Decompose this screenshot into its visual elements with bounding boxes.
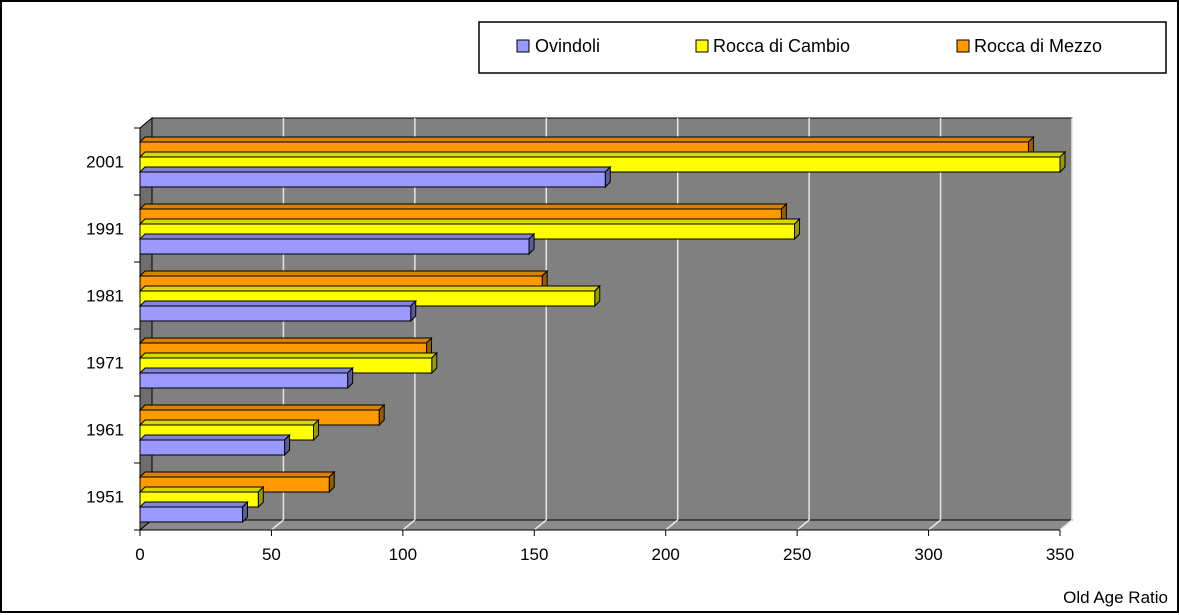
bar-ovindoli-1981-front bbox=[139, 305, 412, 322]
bar-rocca-di-cambio-2001-top bbox=[138, 151, 1067, 158]
bar-ovindoli-2001 bbox=[138, 165, 612, 189]
x-tick-label: 200 bbox=[652, 545, 680, 564]
gridline-floor bbox=[1059, 519, 1073, 531]
legend: Ovindoli Rocca di Cambio Rocca di Mezzo bbox=[478, 21, 1167, 74]
bar-rocca-di-cambio-1991-top bbox=[138, 218, 801, 225]
gridline-floor bbox=[665, 519, 679, 531]
bar-ovindoli-1971 bbox=[138, 366, 354, 390]
bar-ovindoli-1991-front bbox=[139, 238, 530, 255]
legend-label-ovindoli: Ovindoli bbox=[535, 36, 600, 56]
bar-ovindoli-1971-front bbox=[139, 372, 349, 389]
gridline-floor bbox=[533, 519, 547, 531]
x-tick-label: 100 bbox=[389, 545, 417, 564]
bar-rocca-di-cambio-1951-top bbox=[138, 486, 265, 493]
gridline-floor bbox=[796, 519, 810, 531]
x-tick-label: 350 bbox=[1046, 545, 1074, 564]
bar-rocca-di-cambio-1981-top bbox=[138, 285, 601, 292]
bar-rocca-di-mezzo-1991-top bbox=[138, 203, 788, 210]
gridline-floor bbox=[402, 519, 416, 531]
y-category-label-1991: 1991 bbox=[86, 220, 124, 239]
bar-ovindoli-1951-front bbox=[139, 506, 244, 523]
bar-rocca-di-mezzo-1971-top bbox=[138, 337, 433, 344]
y-category-label-1981: 1981 bbox=[86, 287, 124, 306]
bar-rocca-di-mezzo-2001-top bbox=[138, 136, 1035, 143]
y-category-label-1961: 1961 bbox=[86, 421, 124, 440]
y-category-label-1951: 1951 bbox=[86, 488, 124, 507]
bar-ovindoli-1981-top bbox=[138, 300, 417, 307]
bar-ovindoli-2001-top bbox=[138, 166, 612, 173]
bar-ovindoli-1961-top bbox=[138, 434, 291, 441]
legend-label-rocca-di-cambio: Rocca di Cambio bbox=[713, 36, 850, 56]
axes-group: 0 50 100 150 200 250 300 350 1951 1961 1971 1981 199… bbox=[86, 127, 1074, 564]
plot-floor bbox=[138, 519, 1074, 531]
gridline-floor bbox=[270, 519, 284, 531]
legend-swatch-rocca-di-mezzo bbox=[956, 39, 970, 53]
x-tick-label: 300 bbox=[914, 545, 942, 564]
bar-rocca-di-mezzo-1981-top bbox=[138, 270, 549, 277]
x-tick-label: 50 bbox=[262, 545, 281, 564]
y-category-label-2001: 2001 bbox=[86, 153, 124, 172]
legend-label-rocca-di-mezzo: Rocca di Mezzo bbox=[974, 36, 1102, 56]
bar-ovindoli-1961-front bbox=[139, 439, 286, 456]
bar-ovindoli-1961 bbox=[138, 433, 291, 457]
x-tick-label: 0 bbox=[135, 545, 144, 564]
x-axis-title: Old Age Ratio bbox=[1063, 588, 1168, 607]
bar-ovindoli-1971-top bbox=[138, 367, 354, 374]
legend-box bbox=[478, 21, 1167, 74]
x-tick-label: 150 bbox=[520, 545, 548, 564]
bar-ovindoli-1991 bbox=[138, 232, 536, 256]
legend-swatch-ovindoli bbox=[516, 39, 530, 53]
bar-ovindoli-1981 bbox=[138, 299, 417, 323]
bar-rocca-di-mezzo-1961-top bbox=[138, 404, 386, 411]
bars-group bbox=[138, 135, 1067, 524]
bar-rocca-di-mezzo-1951-top bbox=[138, 471, 336, 478]
y-category-label-1971: 1971 bbox=[86, 354, 124, 373]
gridline-floor bbox=[928, 519, 942, 531]
bar-rocca-di-cambio-1961-top bbox=[138, 419, 320, 426]
x-tick-label: 250 bbox=[783, 545, 811, 564]
bar-ovindoli-1991-top bbox=[138, 233, 536, 240]
bar-ovindoli-1951 bbox=[138, 500, 249, 524]
bar-ovindoli-2001-front bbox=[139, 171, 606, 188]
legend-swatch-rocca-di-cambio bbox=[695, 39, 709, 53]
bar-ovindoli-1951-top bbox=[138, 501, 249, 508]
bar-rocca-di-cambio-1971-top bbox=[138, 352, 438, 359]
